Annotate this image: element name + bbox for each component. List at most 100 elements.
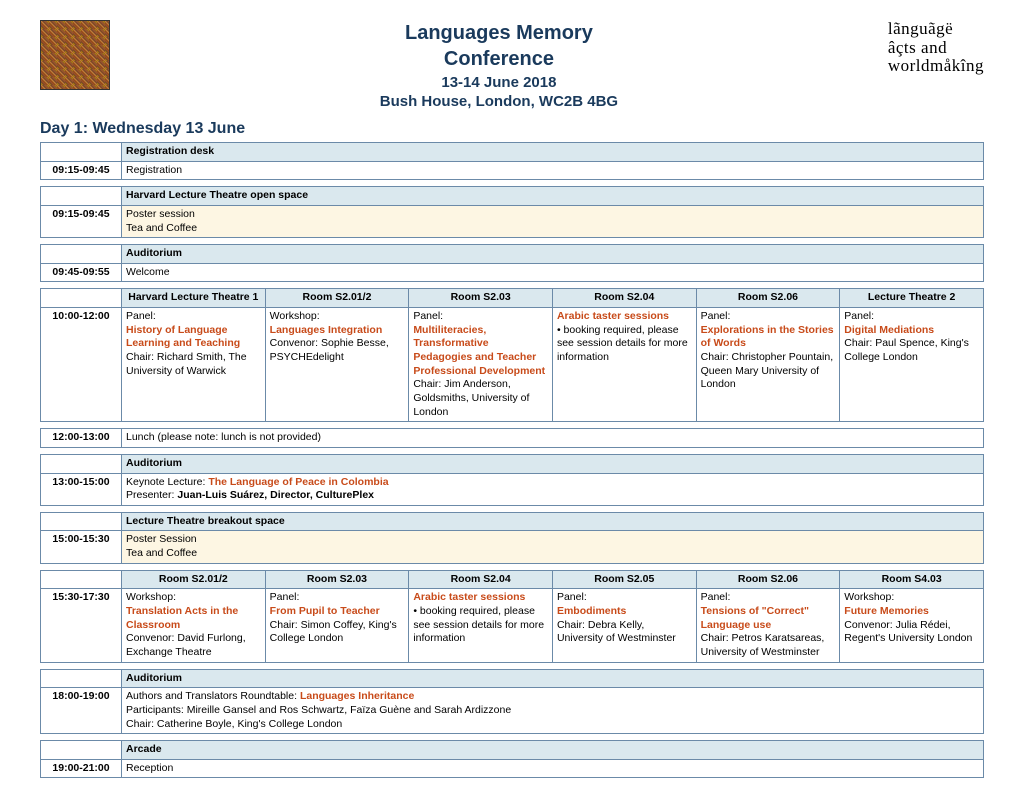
time-empty (41, 289, 122, 308)
presenter-name: Juan-Luis Suárez, Director, CulturePlex (177, 489, 374, 501)
session-cell: Panel: Multiliteracies, Transformative Pe… (409, 308, 553, 422)
session-cell: Workshop:Future MemoriesConvenor: Julia … (840, 589, 984, 662)
room-header: Room S2.06 (696, 289, 840, 308)
content-cell: Poster Session Tea and Coffee (122, 531, 984, 563)
room-header: Room S2.03 (265, 570, 409, 589)
session-cell: Panel: Tensions of "Correct" Language use… (696, 589, 840, 662)
session-cell: Panel:EmbodimentsChair: Debra Kelly, Uni… (552, 589, 696, 662)
grid-morning: Harvard Lecture Theatre 1 Room S2.01/2 R… (40, 288, 984, 422)
session-chair: Convenor: Julia Rédei, Regent's Universi… (844, 619, 972, 645)
right-logo-line: lãnguãgë (888, 20, 984, 39)
session-pre: Workshop: (270, 310, 320, 322)
time-empty (41, 245, 122, 264)
keynote-pre: Keynote Lecture: (126, 476, 208, 488)
grid-afternoon: Room S2.01/2 Room S2.03 Room S2.04 Room … (40, 570, 984, 663)
time-cell: 12:00-13:00 (41, 429, 122, 448)
content-cell: Poster session Tea and Coffee (122, 205, 984, 237)
session-chair: Chair: Simon Coffey, King's College Lond… (270, 619, 397, 645)
session-pre: Workshop: (844, 591, 894, 603)
room-header: Room S2.01/2 (122, 570, 266, 589)
keynote-title: The Language of Peace in Colombia (208, 476, 388, 488)
time-empty (41, 187, 122, 206)
session-pre: Panel: (557, 591, 587, 603)
top-right-logo: lãnguãgë âçts and worldmåkîng (888, 20, 984, 76)
session-cell: Panel: History of Language Learning and T… (122, 308, 266, 422)
session-title: Arabic taster sessions (413, 591, 525, 603)
content-cell: Welcome (122, 263, 984, 282)
right-logo-line: worldmåkîng (888, 57, 984, 76)
time-empty (41, 512, 122, 531)
participants: Participants: Mireille Gansel and Ros Sc… (126, 704, 511, 716)
session-title: History of Language Learning and Teachin… (126, 324, 240, 350)
content-cell: Reception (122, 759, 984, 778)
conference-venue: Bush House, London, WC2B 4BG (110, 93, 888, 110)
session-pre: Panel: (126, 310, 156, 322)
right-logo-line: âçts and (888, 39, 984, 58)
conference-dates: 13-14 June 2018 (110, 74, 888, 91)
text-line: Poster Session (126, 533, 197, 545)
session-cell: Arabic taster sessions • booking required… (552, 308, 696, 422)
session-pre: Panel: (270, 591, 300, 603)
session-chair: Chair: Christopher Pountain, Queen Mary … (701, 351, 834, 390)
time-cell: 09:15-09:45 (41, 205, 122, 237)
block-reception: Arcade 19:00-21:00 Reception (40, 740, 984, 778)
time-cell: 18:00-19:00 (41, 688, 122, 734)
session-chair: Chair: Jim Anderson, Goldsmiths, Univers… (413, 378, 529, 417)
session-pre: Panel: (844, 310, 874, 322)
time-cell: 10:00-12:00 (41, 308, 122, 422)
session-cell: Panel:Digital MediationsChair: Paul Spen… (840, 308, 984, 422)
session-cell: Panel: From Pupil to Teacher Chair: Simon … (265, 589, 409, 662)
room-header: Room S2.04 (409, 570, 553, 589)
venue-header: Harvard Lecture Theatre open space (122, 187, 984, 206)
presenter-pre: Presenter: (126, 489, 177, 501)
content-cell: Keynote Lecture: The Language of Peace i… (122, 473, 984, 505)
session-cell: Panel:Explorations in the Stories of Wor… (696, 308, 840, 422)
conference-title-2: Conference (110, 46, 888, 72)
block-registration: Registration desk 09:15-09:45 Registrati… (40, 142, 984, 180)
session-title: Multiliteracies, Transformative Pedagogi… (413, 324, 545, 377)
session-pre: Panel: (413, 310, 443, 322)
session-chair: Chair: Debra Kelly, University of Westmi… (557, 619, 676, 645)
time-cell: 09:15-09:45 (41, 161, 122, 180)
block-poster-2: Lecture Theatre breakout space 15:00-15:… (40, 512, 984, 564)
session-cell: Workshop: Languages IntegrationConvenor: … (265, 308, 409, 422)
session-title: Languages Integration (270, 324, 383, 336)
page-header: Languages Memory Conference 13-14 June 2… (40, 20, 984, 110)
content-cell: Registration (122, 161, 984, 180)
venue-header: Arcade (122, 741, 984, 760)
time-empty (41, 570, 122, 589)
chair: Chair: Catherine Boyle, King's College L… (126, 718, 342, 730)
room-header: Room S2.01/2 (265, 289, 409, 308)
content-cell: Lunch (please note: lunch is not provide… (122, 429, 984, 448)
time-empty (41, 669, 122, 688)
session-chair: Convenor: David Furlong, Exchange Theatr… (126, 632, 246, 658)
session-chair: Chair: Petros Karatsareas, University of… (701, 632, 825, 658)
session-title: Tensions of "Correct" Language use (701, 605, 809, 631)
content-cell: Authors and Translators Roundtable: Lang… (122, 688, 984, 734)
block-lunch: 12:00-13:00 Lunch (please note: lunch is… (40, 428, 984, 448)
session-note: • booking required, please see session d… (557, 324, 688, 363)
session-pre: Panel: (701, 591, 731, 603)
block-keynote: Auditorium 13:00-15:00 Keynote Lecture: … (40, 454, 984, 506)
session-cell: Workshop:Translation Acts in the Classro… (122, 589, 266, 662)
session-title: Translation Acts in the Classroom (126, 605, 238, 631)
session-chair: Chair: Richard Smith, The University of … (126, 351, 247, 377)
top-left-logo (40, 20, 110, 90)
venue-header: Lecture Theatre breakout space (122, 512, 984, 531)
venue-header: Auditorium (122, 245, 984, 264)
block-roundtable: Auditorium 18:00-19:00 Authors and Trans… (40, 669, 984, 735)
room-header: Room S2.05 (552, 570, 696, 589)
block-poster-1: Harvard Lecture Theatre open space 09:15… (40, 186, 984, 238)
venue-header: Auditorium (122, 669, 984, 688)
session-title: From Pupil to Teacher (270, 605, 380, 617)
session-title: Arabic taster sessions (557, 310, 669, 322)
room-header: Room S2.03 (409, 289, 553, 308)
time-cell: 13:00-15:00 (41, 473, 122, 505)
time-empty (41, 143, 122, 162)
session-chair: Convenor: Sophie Besse, PSYCHEdelight (270, 337, 389, 363)
room-header: Harvard Lecture Theatre 1 (122, 289, 266, 308)
time-empty (41, 741, 122, 760)
time-empty (41, 454, 122, 473)
session-cell: Arabic taster sessions• booking required… (409, 589, 553, 662)
session-title: Digital Mediations (844, 324, 934, 336)
